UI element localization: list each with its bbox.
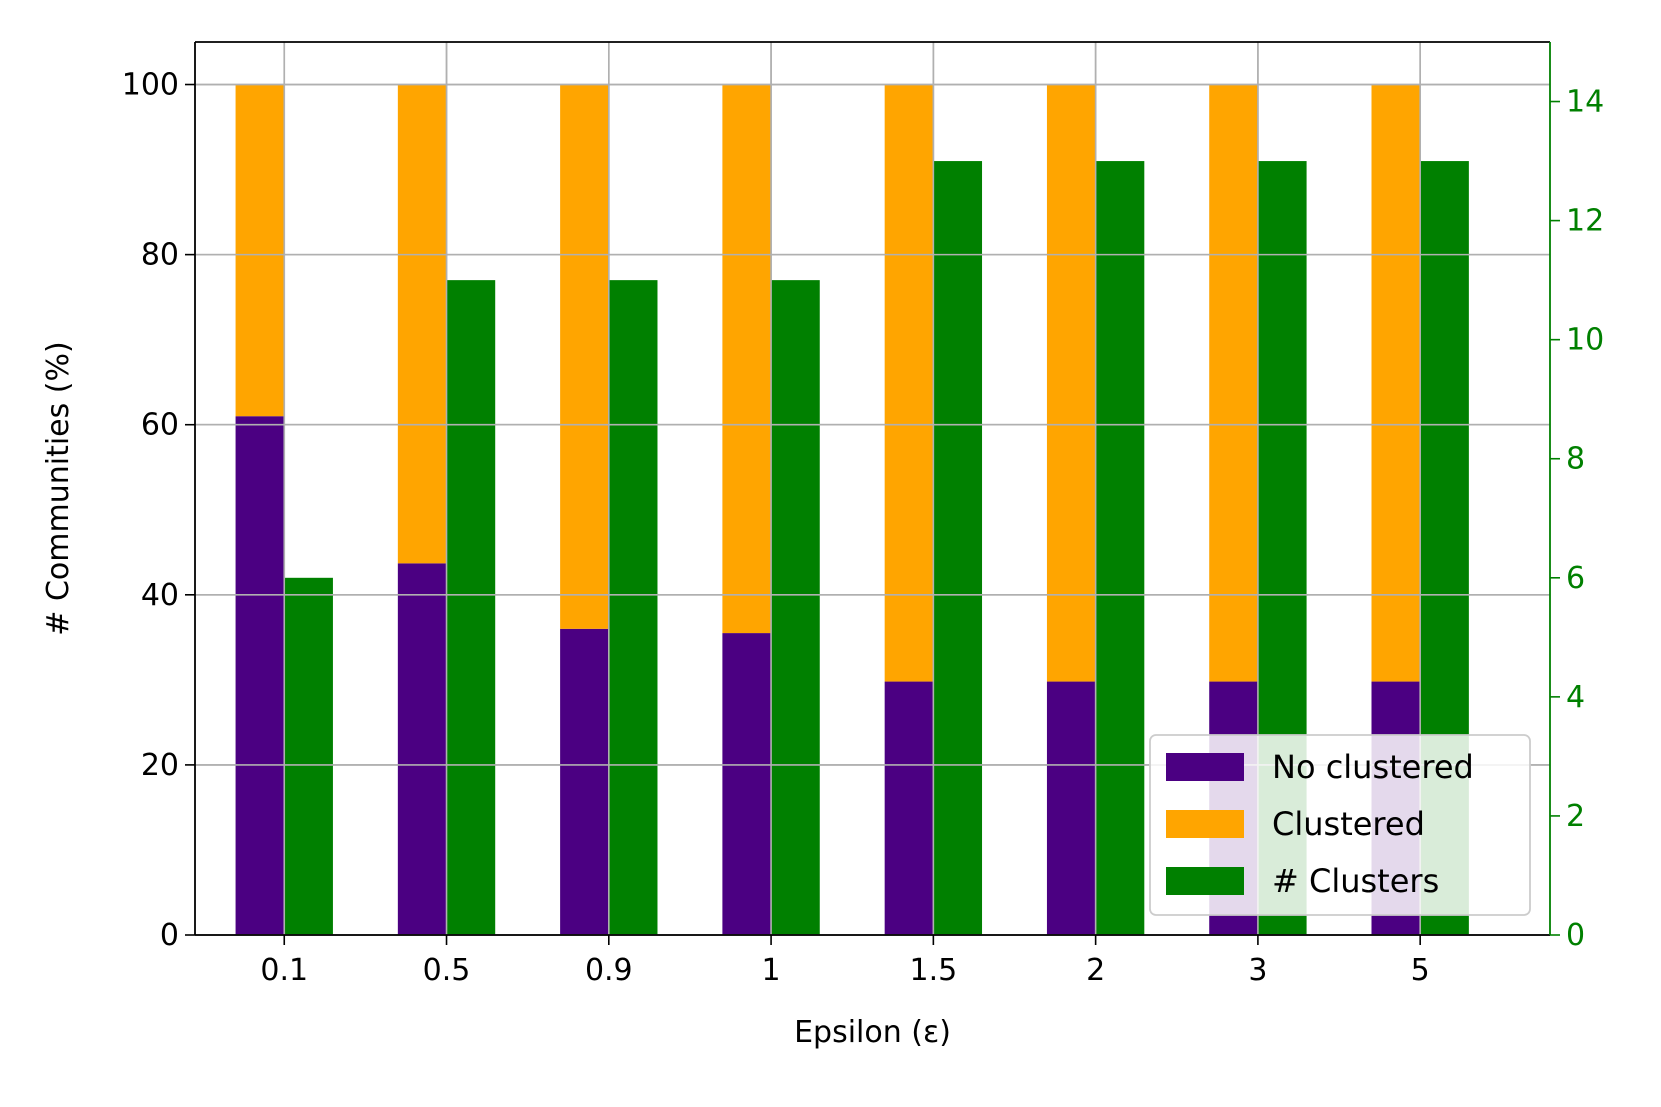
legend-label: # Clusters (1272, 862, 1439, 900)
x-tick-label: 0.9 (585, 953, 633, 988)
legend-box (1149, 734, 1531, 916)
legend-swatch (1166, 810, 1244, 838)
bar-clustered (397, 84, 447, 564)
x-tick-label: 3 (1248, 953, 1267, 988)
y-axis-label: # Communities (%) (41, 341, 76, 635)
legend-swatch (1166, 753, 1244, 781)
y-tick-label: 0 (160, 918, 179, 953)
x-tick-label: 1 (762, 953, 781, 988)
x-tick-label: 0.1 (260, 953, 308, 988)
y-tick-label: 80 (141, 238, 179, 273)
bar-num-clusters (446, 280, 496, 936)
x-axis-label: Epsilon (ε) (794, 1015, 951, 1050)
x-tick-label: 5 (1411, 953, 1430, 988)
x-tick-label: 2 (1086, 953, 1105, 988)
bar-no-clustered (722, 633, 772, 935)
bar-clustered (884, 84, 934, 682)
y-tick-label: 20 (141, 748, 179, 783)
bar-clustered (722, 84, 772, 634)
bar-no-clustered (560, 628, 609, 935)
bar-clustered (560, 84, 609, 629)
bar-num-clusters (608, 280, 658, 936)
bar-no-clustered (235, 416, 285, 935)
bar-num-clusters (1095, 161, 1145, 936)
x-tick-label: 0.5 (423, 953, 471, 988)
bars (195, 42, 1550, 936)
bar-no-clustered (397, 563, 447, 935)
bar-num-clusters (284, 577, 333, 935)
bar-no-clustered (884, 681, 934, 935)
bar-no-clustered (1046, 681, 1096, 935)
x-tick-label: 1.5 (909, 953, 957, 988)
axes (194, 41, 1551, 936)
legend-label: No clustered (1272, 748, 1474, 786)
y2-tick-label: 4 (1566, 680, 1585, 715)
legend: No clustered Clustered # Clusters (1149, 734, 1531, 916)
y-tick-label: 100 (122, 68, 179, 103)
y2-tick-label: 2 (1566, 799, 1585, 834)
bar-num-clusters (933, 161, 983, 936)
y2-tick-label: 14 (1566, 85, 1604, 120)
bar-num-clusters (771, 280, 820, 936)
bar-clustered (1209, 84, 1258, 682)
bar-clustered (1046, 84, 1096, 682)
y-tick-label: 40 (141, 578, 179, 613)
bar-clustered (235, 84, 285, 417)
y2-tick-label: 10 (1566, 323, 1604, 358)
y2-tick-label: 6 (1566, 561, 1585, 596)
legend-label: Clustered (1272, 805, 1425, 843)
y2-tick-label: 8 (1566, 442, 1585, 477)
y2-tick-label: 0 (1566, 918, 1585, 953)
y-tick-label: 60 (141, 408, 179, 443)
legend-swatch (1166, 867, 1244, 895)
ticks: 0 20 40 60 80 100 0.1 0.5 0.9 1 1.5 2 3 5 0 2 4 6 8 10 12 14 (122, 68, 1604, 988)
y2-tick-label: 12 (1566, 204, 1604, 239)
bar-clustered (1371, 84, 1421, 682)
